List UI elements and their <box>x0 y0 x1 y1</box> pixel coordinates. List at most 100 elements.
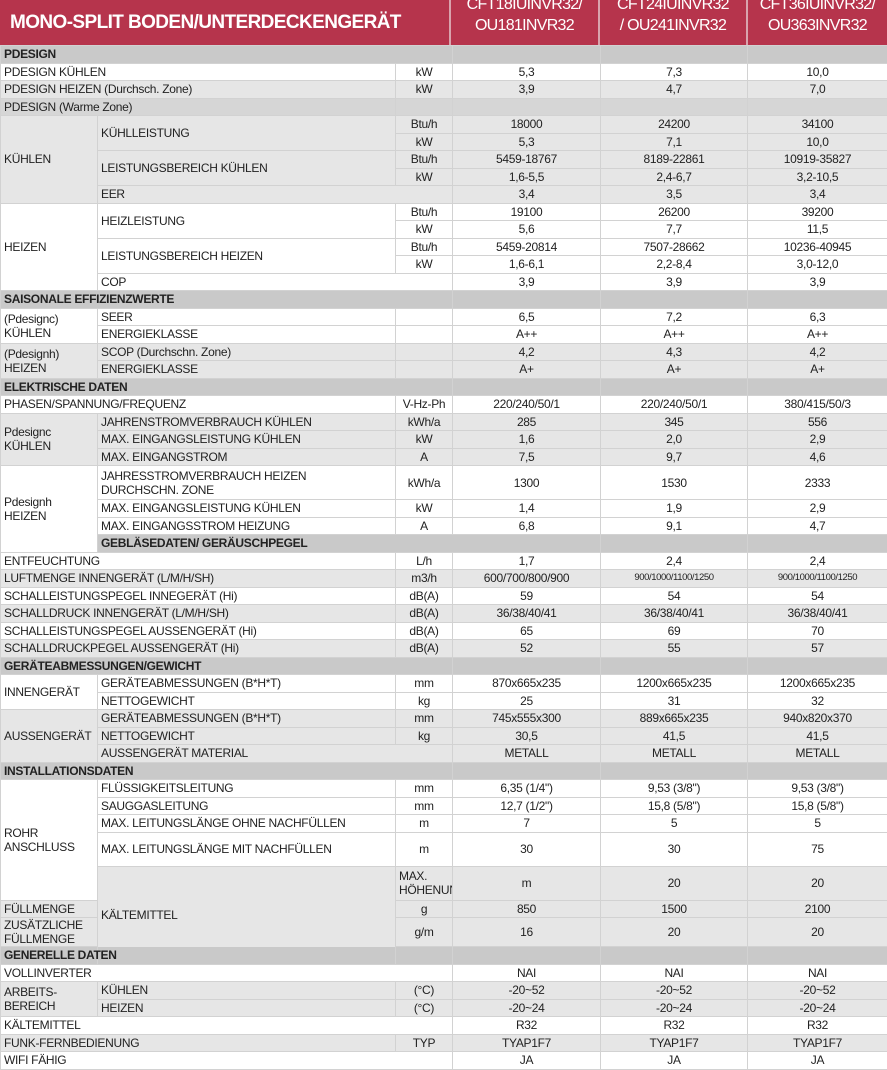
value-cell: 52 <box>453 640 601 658</box>
value-cell: -20~24 <box>748 999 887 1017</box>
empty-cell <box>601 947 748 965</box>
value-cell: R32 <box>453 1017 601 1035</box>
unit-cell <box>396 343 453 361</box>
unit-cell: kW <box>396 168 453 186</box>
value-cell: 380/415/50/3 <box>748 396 887 414</box>
value-cell: 5,6 <box>453 221 601 239</box>
value-cell: 2,4-6,7 <box>601 168 748 186</box>
value-cell: 3,2-10,5 <box>748 168 887 186</box>
empty-cell <box>601 291 748 309</box>
empty-cell <box>748 947 887 965</box>
section-header: GEBLÄSEDATEN/ GERÄUSCHPEGEL <box>1 535 887 553</box>
group-label: ARBEITS- BEREICH <box>1 982 98 1017</box>
value-cell: -20~52 <box>601 982 748 1000</box>
section-title: PDESIGN <box>1 46 453 64</box>
row-label: MAX. LEITUNGSLÄNGE OHNE NACHFÜLLEN <box>98 815 396 833</box>
section-header: GERÄTEABMESSUNGEN/GEWICHT <box>1 657 887 675</box>
unit-cell: L/h <box>396 552 453 570</box>
value-cell: A+ <box>748 361 887 379</box>
value-cell: 3,9 <box>748 273 887 291</box>
unit-cell: dB(A) <box>396 605 453 623</box>
row-label: MAX. LEITUNGSLÄNGE MIT NACHFÜLLEN <box>98 832 396 866</box>
value-cell: 30 <box>601 832 748 866</box>
unit-cell <box>396 326 453 344</box>
value-cell: JA <box>601 1052 748 1070</box>
unit-cell: A <box>396 517 453 535</box>
unit-cell: kW <box>396 500 453 518</box>
value-cell: 285 <box>453 413 601 431</box>
value-cell: 220/240/50/1 <box>453 396 601 414</box>
value-cell: 59 <box>453 587 601 605</box>
unit-cell: mm <box>396 797 453 815</box>
value-cell: 7507-28662 <box>601 238 748 256</box>
empty-cell <box>453 947 601 965</box>
value-cell: 2,4 <box>601 552 748 570</box>
value-cell <box>748 98 887 116</box>
section-title: SAISONALE EFFIZIENZWERTE <box>1 291 453 309</box>
value-cell: 54 <box>601 587 748 605</box>
value-cell: 7 <box>453 815 601 833</box>
row-label: KÄLTEMITTEL <box>1 1017 453 1035</box>
value-cell: 3,5 <box>601 186 748 204</box>
section-header: GENERELLE DATEN <box>1 947 887 965</box>
value-cell: 5 <box>748 815 887 833</box>
table-row: SCHALLEISTUNGSPEGEL INNEGERÄT (Hi)dB(A)5… <box>1 587 887 605</box>
value-cell: 6,8 <box>453 517 601 535</box>
value-cell: 2,4 <box>748 552 887 570</box>
section-title: GENERELLE DATEN <box>1 947 453 965</box>
row-label: SCHALLEISTUNGSPEGEL INNEGERÄT (Hi) <box>1 587 396 605</box>
value-cell: 18000 <box>453 116 601 134</box>
value-cell: 1530 <box>601 466 748 500</box>
value-cell: TYAP1F7 <box>453 1034 601 1052</box>
value-cell: 7,1 <box>601 133 748 151</box>
value-cell: 10,0 <box>748 63 887 81</box>
row-label: LUFTMENGE INNENGERÄT (L/M/H/SH) <box>1 570 396 588</box>
empty-cell <box>601 535 748 553</box>
value-cell: 15,8 (5/8") <box>748 797 887 815</box>
unit-cell: TYP <box>396 1034 453 1052</box>
row-label: SCHALLDRUCK INNENGERÄT (L/M/H/SH) <box>1 605 396 623</box>
value-cell: 70 <box>748 622 887 640</box>
value-cell: 5459-20814 <box>453 238 601 256</box>
value-cell: 4,2 <box>748 343 887 361</box>
unit-cell: kW <box>396 81 453 99</box>
group-label: Pdesignh HEIZEN <box>1 466 98 553</box>
row-label: HEIZEN <box>98 999 396 1017</box>
model-header-1: CFT18IUINVR32/ OU181INVR32 <box>449 0 598 45</box>
unit-cell: dB(A) <box>396 622 453 640</box>
value-cell: 2,9 <box>748 500 887 518</box>
row-label: MAX. EINGANGSLEISTUNG KÜHLEN <box>98 500 396 518</box>
unit-cell: m3/h <box>396 570 453 588</box>
value-cell: R32 <box>748 1017 887 1035</box>
value-cell: 2100 <box>748 900 887 918</box>
value-cell: 889x665x235 <box>601 710 748 728</box>
value-cell: 1,7 <box>453 552 601 570</box>
model-header-2: CFT24IUINVR32 / OU241INVR32 <box>598 0 746 45</box>
value-cell: 20 <box>601 918 748 947</box>
unit-cell <box>396 308 453 326</box>
value-cell: 3,0-12,0 <box>748 256 887 274</box>
row-label: MAX. EINGANGSTROM <box>98 448 396 466</box>
group-label: INNENGERÄT <box>1 675 98 710</box>
unit-cell: Btu/h <box>396 203 453 221</box>
value-cell: 1,6-5,5 <box>453 168 601 186</box>
value-cell: 54 <box>748 587 887 605</box>
